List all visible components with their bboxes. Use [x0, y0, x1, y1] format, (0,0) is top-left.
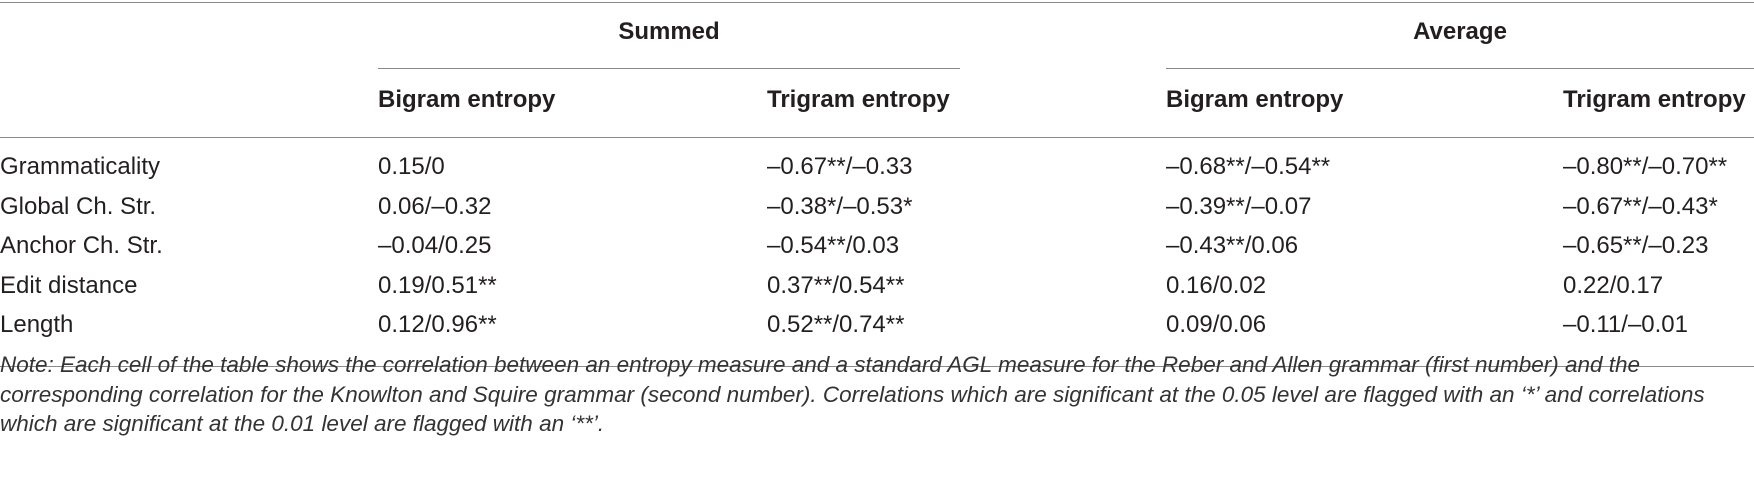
group-rule	[1166, 68, 1754, 69]
row-label: Length	[0, 311, 74, 338]
table-cell: –0.67**/–0.43*	[1563, 192, 1718, 220]
bottom-rule	[0, 366, 1754, 367]
table-cell: 0.09/0.06	[1166, 311, 1267, 338]
top-rule	[0, 2, 1754, 3]
table-cell: –0.80**/–0.70**	[1563, 153, 1728, 180]
table-cell: –0.38*/–0.53*	[767, 192, 913, 220]
column-header: Bigram entropy	[378, 86, 556, 113]
table-cell: –0.39**/–0.07	[1166, 192, 1312, 220]
column-header: Trigram entropy	[1563, 86, 1746, 113]
table-cell: –0.54**/0.03	[767, 232, 900, 259]
header-rule	[0, 137, 1754, 138]
table-cell: 0.15/0	[378, 153, 445, 180]
table-note: Note: Each cell of the table shows the c…	[0, 352, 1705, 436]
group-header: Summed	[618, 18, 720, 45]
table-cell: –0.68**/–0.54**	[1166, 153, 1331, 180]
group-rule	[378, 68, 960, 69]
row-label: Grammaticality	[0, 153, 161, 180]
group-header: Average	[1413, 18, 1507, 45]
row-label: Anchor Ch. Str.	[0, 232, 163, 259]
table-cell: 0.16/0.02	[1166, 271, 1267, 299]
table-cell: 0.22/0.17	[1563, 271, 1664, 299]
table-cell: 0.19/0.51**	[378, 271, 497, 299]
table-cell: 0.06/–0.32	[378, 192, 492, 220]
row-label: Edit distance	[0, 271, 138, 299]
table-cell: 0.37**/0.54**	[767, 271, 905, 299]
row-label: Global Ch. Str.	[0, 192, 157, 220]
column-header: Trigram entropy	[767, 86, 950, 113]
table-cell: –0.04/0.25	[378, 232, 492, 259]
table-cell: 0.52**/0.74**	[767, 311, 905, 338]
table-cell: –0.67**/–0.33	[767, 153, 913, 180]
table-cell: –0.11/–0.01	[1563, 311, 1689, 338]
table-cell: 0.12/0.96**	[378, 311, 497, 338]
column-header: Bigram entropy	[1166, 86, 1344, 113]
table-cell: –0.65**/–0.23	[1563, 232, 1709, 259]
table-cell: –0.43**/0.06	[1166, 232, 1299, 259]
